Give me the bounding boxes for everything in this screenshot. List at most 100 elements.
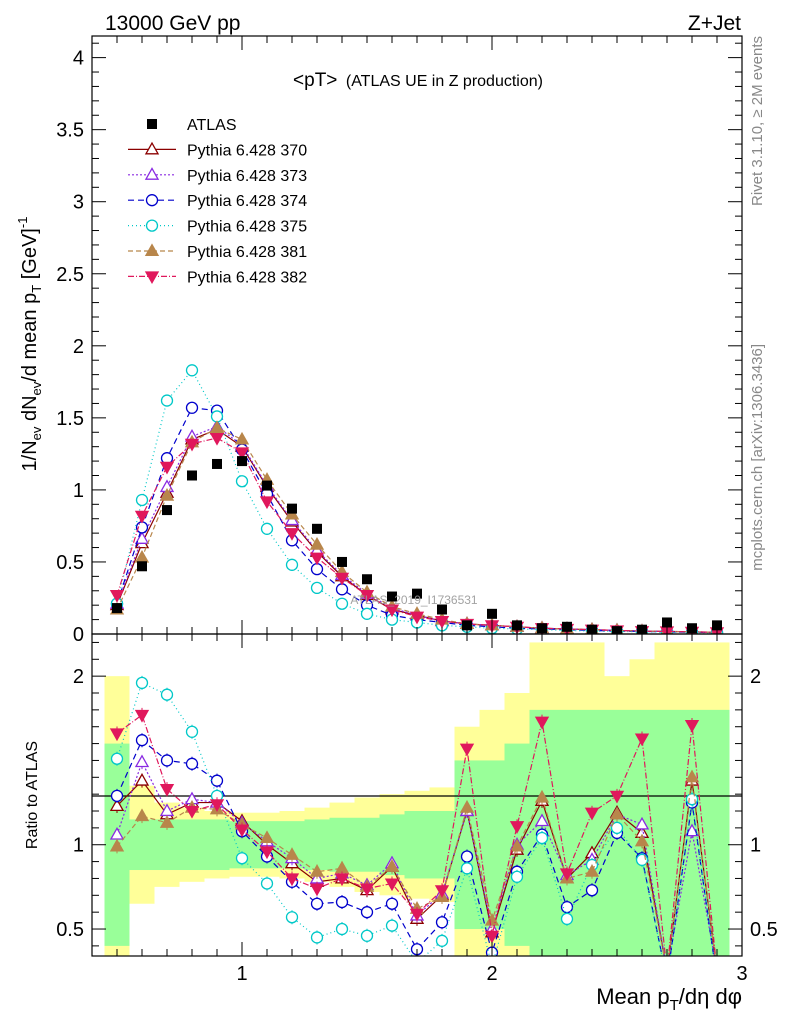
atlas-data-point	[662, 617, 672, 628]
series-381-ratio-point	[534, 789, 550, 803]
legend-label: Pythia 6.428 373	[187, 168, 307, 185]
ratio-band-green	[654, 709, 680, 956]
series-381-ratio-point	[609, 806, 625, 820]
series-381-point	[234, 431, 250, 445]
series-375-ratio-point	[360, 929, 374, 942]
x-axis-label: Mean pT/dη dφ	[596, 984, 742, 1014]
series-375-ratio-point	[535, 831, 549, 845]
ratio-band-green	[704, 709, 730, 956]
series-373-ratio-point	[711, 965, 723, 976]
series-375-ratio-point	[510, 870, 524, 883]
series-381-ratio-point	[711, 965, 723, 976]
ratio-band-green	[304, 819, 330, 871]
series-370-ratio-point	[109, 798, 125, 812]
series-374-ratio-point	[335, 895, 349, 909]
series-382-ratio-point	[384, 878, 400, 892]
series-375-ratio-point	[460, 862, 474, 875]
ratio-band-green	[354, 817, 380, 872]
series-382-ratio-point	[134, 709, 150, 723]
series-374-ratio-point	[585, 884, 599, 897]
series-382-ratio-point	[584, 807, 600, 821]
series-374-ratio-point	[435, 916, 449, 929]
y-tick-label-ratio: 0.5	[56, 919, 84, 941]
series-375-point	[310, 581, 324, 595]
series-381-ratio-point	[309, 864, 325, 877]
legend-marker	[144, 243, 160, 257]
atlas-data-point	[287, 503, 297, 514]
atlas-data-point	[187, 470, 197, 481]
series-382-point	[309, 552, 325, 566]
legend-marker	[144, 141, 160, 155]
series-373-ratio-point	[684, 823, 700, 837]
atlas-data-point	[487, 608, 497, 619]
series-381-ratio-point	[384, 859, 400, 872]
series-381-ratio-point	[634, 833, 650, 847]
series-382-point	[359, 590, 375, 603]
series-375-point	[210, 410, 224, 423]
series-375-ratio-point	[435, 934, 449, 947]
atlas-data-point	[512, 620, 522, 631]
y-axis-label-ratio: Ratio to ATLAS	[24, 741, 41, 849]
legend-label-atlas: ATLAS	[187, 117, 237, 134]
series-375-point	[160, 394, 174, 407]
series-382-point	[334, 572, 350, 586]
series-375-ratio-point	[412, 957, 423, 968]
series-382-ratio-point	[159, 784, 175, 797]
series-381-ratio-point	[684, 769, 700, 783]
ratio-band-green	[129, 819, 155, 871]
series-374-point	[310, 563, 324, 576]
series-374-point	[185, 401, 199, 414]
series-382-point	[184, 438, 200, 452]
y-tick-label-main: 3.5	[56, 120, 84, 142]
y-tick-label-main: 0.5	[56, 552, 84, 574]
series-382-ratio-point	[559, 868, 575, 882]
y-tick-label-ratio: 1	[73, 835, 84, 857]
series-374-ratio-point	[560, 900, 574, 914]
y-tick-label-main: 1.5	[56, 408, 84, 430]
series-375-point	[235, 475, 249, 488]
y-tick-label-ratio: 2	[73, 666, 84, 688]
series-381-ratio-point	[661, 965, 673, 976]
y-tick-label-main: 2.5	[56, 264, 84, 286]
rivet-label: Rivet 3.1.10, ≥ 2M events	[749, 36, 766, 206]
series-382-ratio-point	[609, 790, 625, 804]
series-375-ratio-point	[385, 919, 399, 932]
y-tick-label-ratio-right: 2	[750, 666, 761, 688]
series-375-ratio-point	[285, 911, 299, 924]
series-375-ratio-point	[335, 922, 349, 936]
atlas-data-point	[437, 604, 447, 615]
series-382-ratio-point	[209, 799, 225, 812]
plot-title-sub: (ATLAS UE in Z production)	[346, 73, 543, 90]
ratio-band-green	[429, 811, 455, 879]
series-382-point	[259, 496, 275, 510]
series-375-ratio-point	[160, 688, 174, 701]
y-tick-label-main: 1	[73, 480, 84, 502]
series-375-point	[260, 522, 274, 535]
series-382-ratio-point	[184, 805, 200, 819]
y-tick-label-main: 3	[73, 192, 84, 214]
series-382-ratio-point	[409, 908, 425, 922]
series-374-ratio-point	[185, 757, 199, 770]
atlas-data-point	[212, 458, 222, 469]
atlas-data-point	[712, 620, 722, 631]
series-375-ratio-point	[560, 912, 574, 926]
series-375-point	[185, 364, 199, 377]
ratio-band-green	[179, 819, 205, 871]
series-375-point	[335, 597, 349, 610]
series-382-ratio-point	[634, 733, 650, 747]
mcplots-label: mcplots.cern.ch [arXiv:1306.3436]	[749, 344, 766, 571]
plot-title-main: <pT>	[293, 70, 337, 91]
series-374-ratio-point	[385, 897, 399, 910]
series-382-point	[134, 510, 150, 524]
ratio-band-green	[404, 811, 430, 879]
legend: ATLAS Pythia 6.428 370 Pythia 6.428 373 Pyt…	[128, 117, 307, 286]
series-382-ratio-point	[334, 873, 350, 887]
series-381-ratio-point	[259, 830, 275, 844]
series-374-point	[335, 583, 349, 596]
series-373-ratio-point	[634, 816, 650, 830]
legend-marker	[144, 271, 160, 285]
series-382-ratio-point	[309, 883, 325, 897]
series-381-ratio-point	[459, 799, 475, 813]
series-382-ratio-point	[534, 716, 550, 730]
ratio-band-green	[204, 819, 230, 871]
